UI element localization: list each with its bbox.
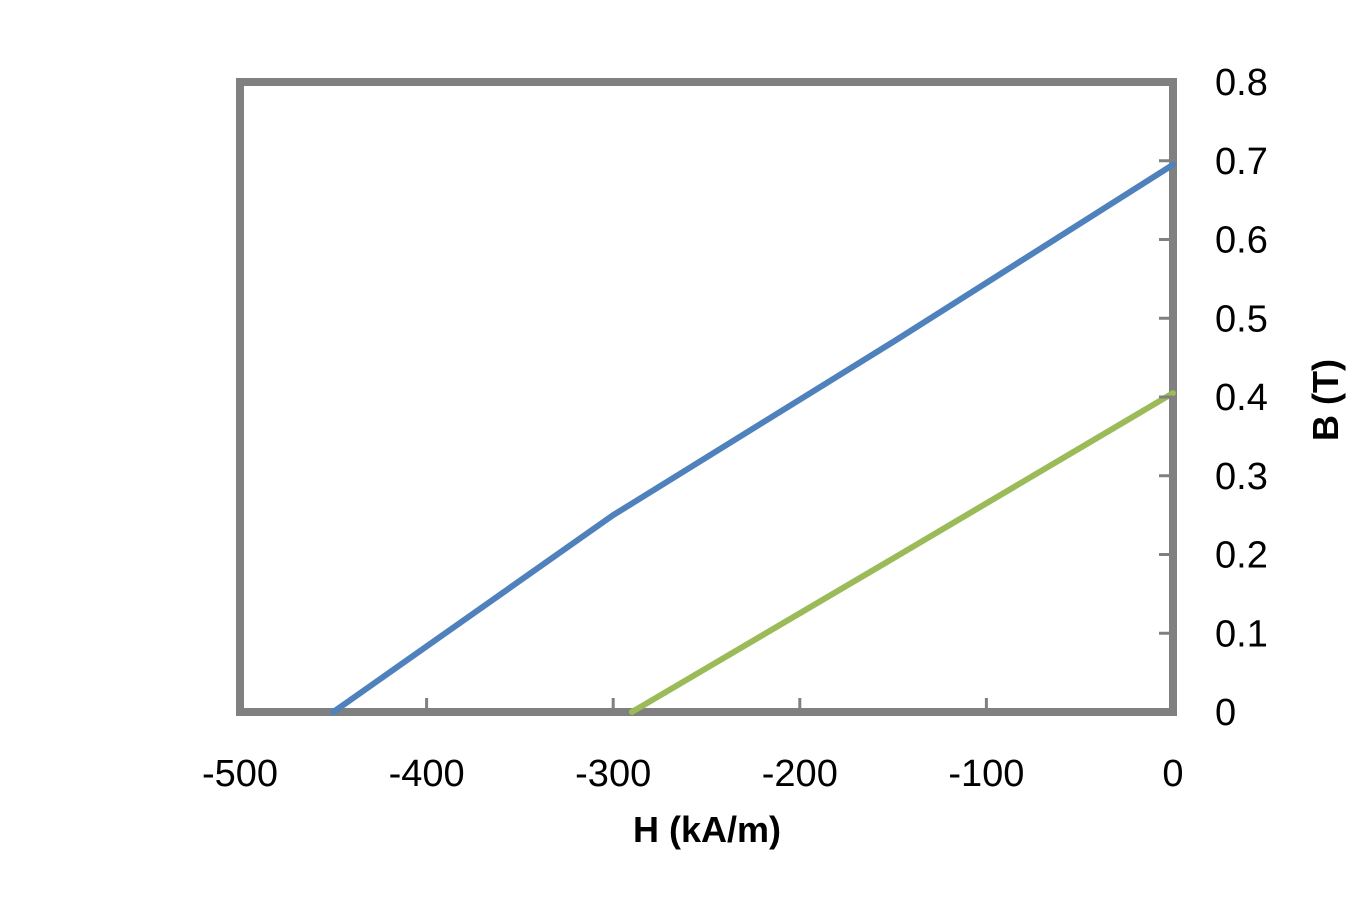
y-tick-label: 0.4 [1215, 377, 1268, 419]
y-tick-label: 0.3 [1215, 456, 1268, 498]
y-tick-label: 0.8 [1215, 62, 1268, 104]
y-tick-label: 0.6 [1215, 220, 1268, 262]
series-line-2 [628, 390, 1176, 715]
series-layer [330, 161, 1176, 715]
y-tick-label: 0.2 [1215, 535, 1268, 577]
x-tick-label: -400 [389, 753, 465, 795]
y-tick-label: 0 [1215, 692, 1236, 734]
x-tick-label: 0 [1162, 753, 1183, 795]
y-axis-title: B (T) [1305, 359, 1346, 441]
y-tick-label: 0.1 [1215, 613, 1268, 655]
series-line-1 [330, 161, 1176, 715]
plot-frame [236, 78, 1177, 716]
x-tick-label: -200 [762, 753, 838, 795]
x-tick-label: -300 [575, 753, 651, 795]
x-tick-label: -500 [202, 753, 278, 795]
x-axis-title: H (kA/m) [633, 809, 781, 850]
y-tick-label: 0.7 [1215, 141, 1268, 183]
x-tick-label: -100 [948, 753, 1024, 795]
tick-layer: -500 -400 -300 -200 -100 00 0.1 0.2 0.3 0.4 0.5 0.6… [202, 62, 1268, 795]
plot-frame-layer [236, 78, 1177, 716]
y-tick-label: 0.5 [1215, 298, 1268, 340]
